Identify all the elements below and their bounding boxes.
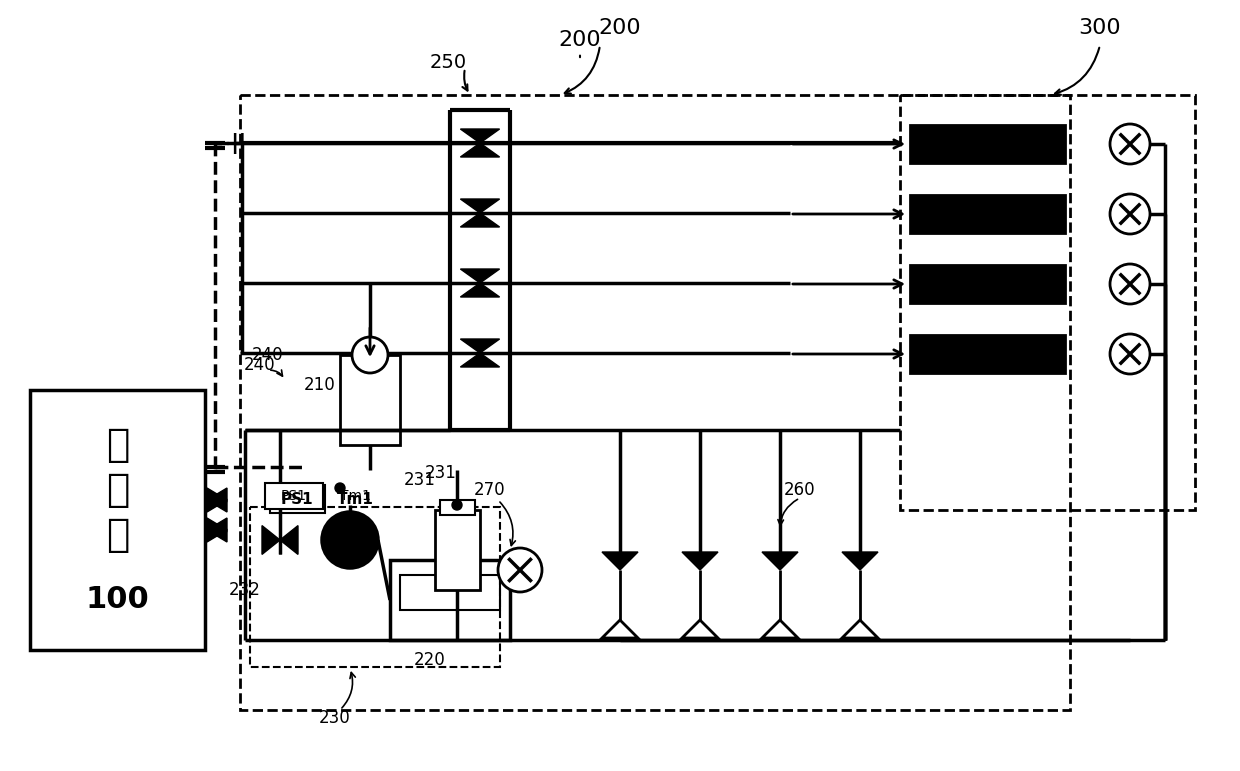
Polygon shape [763, 552, 799, 570]
Text: 250: 250 [429, 52, 466, 72]
Polygon shape [601, 552, 639, 570]
Text: PS1: PS1 [281, 489, 308, 503]
Text: Tm1: Tm1 [340, 489, 371, 503]
Text: PS1: PS1 [280, 491, 314, 507]
Polygon shape [460, 283, 500, 297]
Bar [900, 95, 1195, 510]
Circle shape [1110, 264, 1149, 304]
Text: 300: 300 [1079, 18, 1121, 38]
Bar [250, 507, 500, 667]
Text: 232: 232 [229, 581, 260, 599]
Text: 200: 200 [599, 18, 641, 38]
Bar [910, 125, 1065, 163]
Polygon shape [460, 199, 500, 213]
Polygon shape [460, 129, 500, 143]
Circle shape [453, 500, 463, 510]
Bar [270, 485, 325, 513]
Polygon shape [460, 353, 500, 367]
Text: 室: 室 [105, 426, 129, 464]
Bar [401, 575, 500, 610]
Bar [265, 483, 322, 509]
Circle shape [352, 337, 388, 373]
Bar [435, 510, 480, 590]
Text: 220: 220 [414, 651, 446, 669]
Polygon shape [460, 339, 500, 353]
Text: 231: 231 [404, 471, 436, 489]
Text: 200: 200 [559, 30, 601, 57]
Text: 270: 270 [474, 481, 506, 499]
Polygon shape [601, 620, 639, 638]
Circle shape [1110, 334, 1149, 374]
Polygon shape [682, 620, 718, 638]
Text: 260: 260 [784, 481, 816, 499]
Circle shape [335, 483, 345, 493]
Bar [30, 390, 205, 650]
Text: 240: 240 [252, 346, 284, 364]
Circle shape [322, 512, 378, 568]
Circle shape [498, 548, 542, 592]
Text: ||: || [229, 133, 247, 153]
Bar [391, 560, 510, 640]
Polygon shape [280, 526, 298, 554]
Text: 240: 240 [244, 356, 275, 374]
Polygon shape [207, 488, 227, 512]
Polygon shape [842, 552, 878, 570]
Polygon shape [460, 143, 500, 157]
Polygon shape [682, 552, 718, 570]
Polygon shape [460, 213, 500, 227]
Bar [241, 95, 1070, 710]
Polygon shape [763, 620, 799, 638]
Text: 231: 231 [425, 464, 456, 482]
Bar [340, 355, 401, 445]
Polygon shape [842, 620, 878, 638]
Text: 机: 机 [105, 516, 129, 554]
Bar [440, 500, 475, 515]
Bar [910, 195, 1065, 233]
Text: 210: 210 [304, 376, 336, 394]
Bar [910, 335, 1065, 373]
Bar [910, 265, 1065, 303]
Text: 外: 外 [105, 471, 129, 509]
Text: 230: 230 [319, 709, 351, 727]
Polygon shape [262, 526, 280, 554]
Polygon shape [460, 269, 500, 283]
Polygon shape [207, 488, 227, 512]
Circle shape [1110, 124, 1149, 164]
Circle shape [1110, 194, 1149, 234]
Text: 100: 100 [86, 585, 149, 614]
Polygon shape [207, 518, 227, 542]
Text: Tm1: Tm1 [336, 491, 373, 507]
Polygon shape [207, 518, 227, 542]
